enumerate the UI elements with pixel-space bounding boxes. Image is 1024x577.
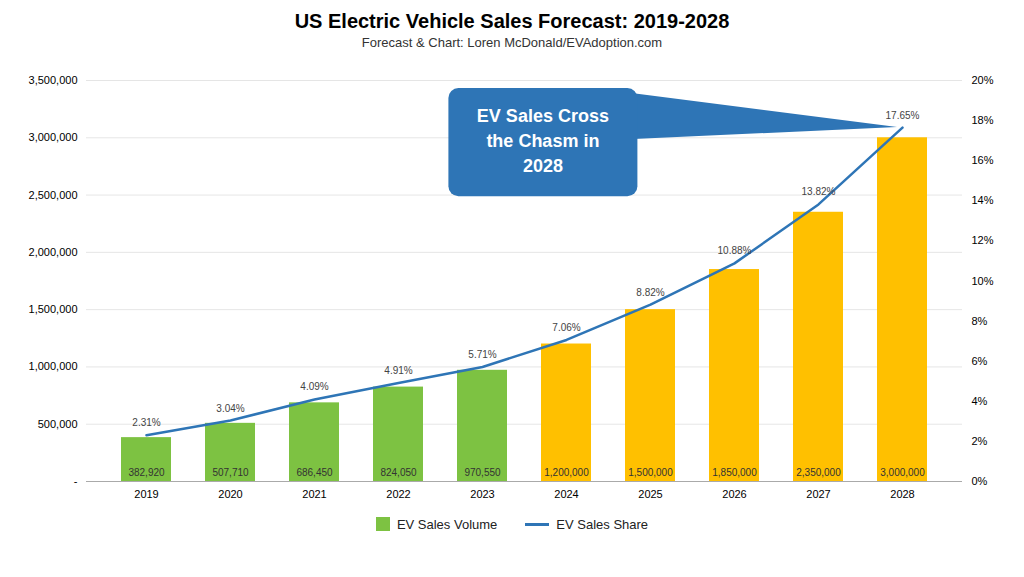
svg-text:507,710: 507,710 [212,467,249,478]
svg-text:824,050: 824,050 [380,467,417,478]
svg-text:5.71%: 5.71% [468,349,496,360]
html-text:EV Sales Volume: EV Sales Volume [396,516,498,532]
html-text:EV Sales Share: EV Sales Share [556,516,649,532]
svg-text:1,500,000: 1,500,000 [628,467,673,478]
svg-text:10%: 10% [972,275,994,287]
svg-text:18%: 18% [972,114,994,126]
svg-text:13.82%: 13.82% [802,186,836,197]
html-text:Forecast & Chart: Loren McDona: Forecast & Chart: Loren McDonald/EVAdopt… [361,35,663,50]
svg-text:16%: 16% [972,154,994,166]
svg-text:8.82%: 8.82% [636,287,664,298]
svg-text:2022: 2022 [386,488,410,500]
svg-text:EV Sales Crossthe Chasm in2028: EV Sales Crossthe Chasm in2028 [477,106,609,176]
svg-text:500,000: 500,000 [38,418,78,430]
svg-text:970,550: 970,550 [464,467,501,478]
svg-text:2028: 2028 [890,488,914,500]
svg-text:4.91%: 4.91% [384,365,412,376]
svg-text:14%: 14% [972,194,994,206]
svg-text:2019: 2019 [134,488,158,500]
svg-text:2024: 2024 [554,488,578,500]
svg-text:2.31%: 2.31% [132,417,160,428]
svg-text:2023: 2023 [470,488,494,500]
svg-text:3,500,000: 3,500,000 [29,74,78,86]
svg-text:1,850,000: 1,850,000 [712,467,757,478]
svg-text:7.06%: 7.06% [552,322,580,333]
svg-text:3,000,000: 3,000,000 [29,131,78,143]
svg-text:2,500,000: 2,500,000 [29,189,78,201]
svg-text:2,350,000: 2,350,000 [796,467,841,478]
svg-text:8%: 8% [972,315,988,327]
html-text:US Electric Vehicle Sales Fore: US Electric Vehicle Sales Forecast: 2019… [294,10,730,32]
svg-text:2020: 2020 [218,488,242,500]
svg-text:2021: 2021 [302,488,326,500]
svg-text:-: - [74,475,78,487]
svg-text:4%: 4% [972,395,988,407]
svg-text:3.04%: 3.04% [216,403,244,414]
svg-text:2027: 2027 [806,488,830,500]
svg-text:2025: 2025 [638,488,662,500]
svg-text:1,500,000: 1,500,000 [29,303,78,315]
svg-text:2026: 2026 [722,488,746,500]
svg-text:0%: 0% [972,475,988,487]
svg-text:382,920: 382,920 [128,467,165,478]
svg-text:2,000,000: 2,000,000 [29,246,78,258]
svg-text:4.09%: 4.09% [300,381,328,392]
svg-text:6%: 6% [972,355,988,367]
svg-text:20%: 20% [972,74,994,86]
svg-text:10.88%: 10.88% [718,245,752,256]
svg-text:1,200,000: 1,200,000 [544,467,589,478]
svg-text:12%: 12% [972,234,994,246]
svg-text:1,000,000: 1,000,000 [29,360,78,372]
svg-text:17.65%: 17.65% [886,110,920,121]
svg-text:686,450: 686,450 [296,467,333,478]
svg-text:3,000,000: 3,000,000 [880,467,925,478]
svg-text:2%: 2% [972,435,988,447]
